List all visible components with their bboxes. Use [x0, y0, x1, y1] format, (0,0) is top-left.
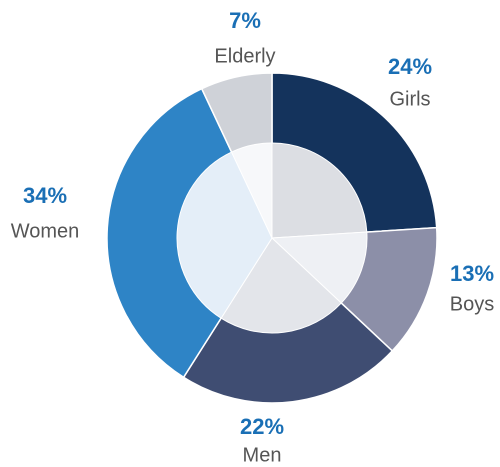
inner-wedge — [176, 151, 273, 319]
value-label: 13% — [450, 261, 494, 286]
value-label: 24% — [388, 54, 432, 79]
category-label: Boys — [450, 293, 494, 315]
value-label: 22% — [240, 414, 284, 439]
inner-wedge — [271, 142, 368, 239]
value-label: 34% — [23, 183, 67, 208]
value-label: 7% — [229, 8, 261, 33]
category-label: Elderly — [214, 45, 275, 67]
inner-wedge — [220, 237, 342, 334]
category-label: Women — [11, 220, 80, 242]
category-label: Girls — [389, 88, 430, 110]
inner-wedge — [270, 231, 368, 304]
category-label: Men — [243, 444, 282, 466]
inner-wedge — [230, 142, 273, 239]
